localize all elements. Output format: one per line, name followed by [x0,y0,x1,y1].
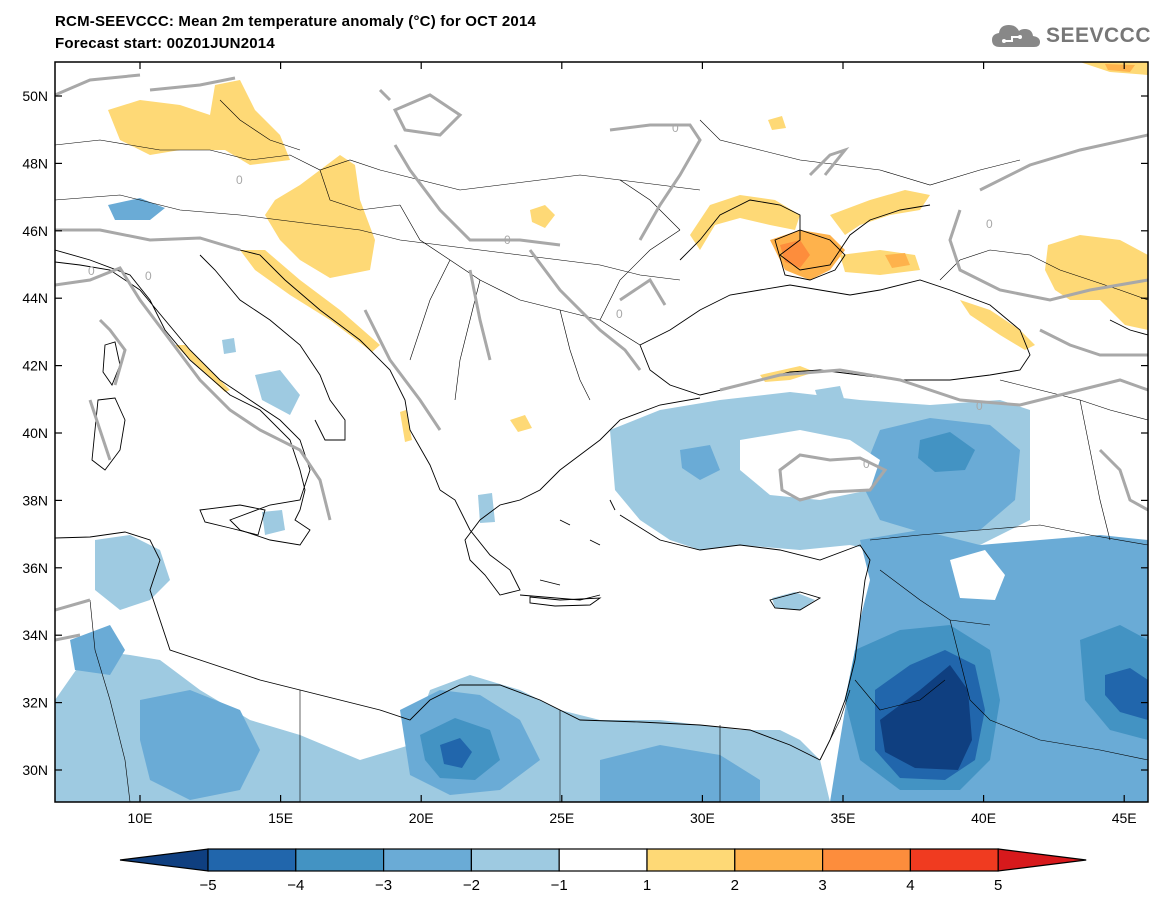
lon-label: 25E [549,810,574,826]
contour-label: 0 [616,307,623,321]
colorbar-label: −1 [551,877,568,894]
colorbar-label: −3 [375,877,392,894]
lon-label: 10E [128,810,153,826]
latitude-axis: 50N 48N 46N 44N 42N 40N 38N 36N 34N 32N 30N [22,88,1148,778]
anomaly-region-ukraine-n [768,116,786,130]
lon-label: 45E [1112,810,1137,826]
anomaly-region-georgia-coast [960,300,1035,350]
anomaly-region-jordan-peak [880,665,972,770]
contour-label: 0 [986,217,993,231]
zero-contours [55,73,1148,642]
lat-label: 30N [22,762,48,778]
anomaly-region-turkey-west [680,445,720,480]
colorbar-segment [821,848,911,872]
lat-label: 36N [22,560,48,576]
anomaly-region-libya-mid [140,690,260,800]
lat-label: 46N [22,223,48,239]
contour-label: 0 [88,264,95,278]
lat-label: 32N [22,695,48,711]
anomaly-region-black-sea-nw [690,195,800,250]
colorbar-segment [646,848,736,872]
colorbar-label: 1 [643,877,651,894]
colorbar-segment [207,848,297,872]
anomaly-region-turkey-east-core [918,432,975,472]
anomaly-region-alps [108,198,165,220]
anomaly-region-tyrrhenian [222,338,236,354]
lat-label: 50N [22,88,48,104]
contour-label: 0 [504,233,511,247]
contour-label: 0 [236,173,243,187]
anomaly-region-ionian [478,493,495,523]
colorbar-segment [470,848,560,872]
colorbar-label: 3 [818,877,826,894]
colorbar-right-arrow [997,848,1087,872]
anomaly-region-turkey-east [860,418,1020,535]
chart-title: RCM-SEEVCCC: Mean 2m temperature anomaly… [55,13,537,30]
colorbar-segment [909,848,999,872]
colorbar-segment [295,848,385,872]
lat-label: 42N [22,358,48,374]
map-frame [54,61,1149,803]
colorbar-label: 5 [994,877,1002,894]
anomaly-field: 0 0 0 0 0 0 0 0 0 [55,62,1148,802]
colorbar-segment [558,848,648,872]
anomaly-region-germany [108,80,290,165]
cloud-icon [991,25,1040,47]
contour-label: 0 [145,269,152,283]
lat-label: 40N [22,425,48,441]
lat-label: 38N [22,492,48,508]
longitude-axis: 10E 15E 20E 25E 30E 35E 40E 45E [128,62,1137,826]
anomaly-region-tunisia [95,535,170,610]
anomaly-region-black-sea-south [815,386,845,405]
lat-label: 48N [22,155,48,171]
anomaly-region-slovakia [530,205,555,228]
anomaly-region-egypt-west-peak [440,738,472,768]
lat-label: 44N [22,290,48,306]
logo-text: SEEVCCC [1045,24,1151,47]
anomaly-region-pannonia [265,155,375,278]
anomaly-region-kerch-core [885,253,910,268]
contour-label: 0 [863,457,870,471]
lon-label: 40E [971,810,996,826]
colorbar-left-arrow [119,848,209,872]
anomaly-region-east-adriatic [400,410,412,442]
forecast-start-label: Forecast start: 00Z01JUN2014 [55,35,275,52]
anomaly-region-sardinia-sea [255,370,300,415]
country-borders [55,99,1148,802]
colorbar-label: 2 [731,877,739,894]
anomaly-region-sicily [262,510,285,535]
anomaly-region-iraq-east-core [1105,668,1148,720]
contour-label: 0 [672,121,679,135]
contour-labels: 0 0 0 0 0 0 0 0 0 [88,121,993,471]
anomaly-region-algeria-coast [70,625,125,675]
lon-label: 30E [690,810,715,826]
lon-label: 20E [409,810,434,826]
anomaly-region-greece-n [510,415,532,432]
colorbar-label: 4 [906,877,914,894]
colorbar-segment [734,848,824,872]
anomaly-region-russia-ne-core [1105,64,1135,72]
anomaly-region-italy-coast [175,345,230,392]
lon-label: 15E [268,810,293,826]
anomaly-region-azov [830,190,930,235]
colorbar-segment [383,848,473,872]
colorbar-label: −2 [463,877,480,894]
anomaly-region-syria-gap [950,550,1005,600]
lat-label: 34N [22,627,48,643]
colorbar-label: −4 [287,877,304,894]
lon-label: 35E [831,810,856,826]
anomaly-region-turkey-warm-gap [740,430,880,500]
colorbar-label: −5 [199,877,216,894]
coastlines [55,199,1148,761]
anomaly-region-caspian [1045,235,1148,330]
seevccc-logo: SEEVCCC [990,20,1151,52]
colorbar: −5 −4 −3 −2 −1 1 2 3 4 5 [119,848,1087,894]
contour-label: 0 [976,399,983,413]
